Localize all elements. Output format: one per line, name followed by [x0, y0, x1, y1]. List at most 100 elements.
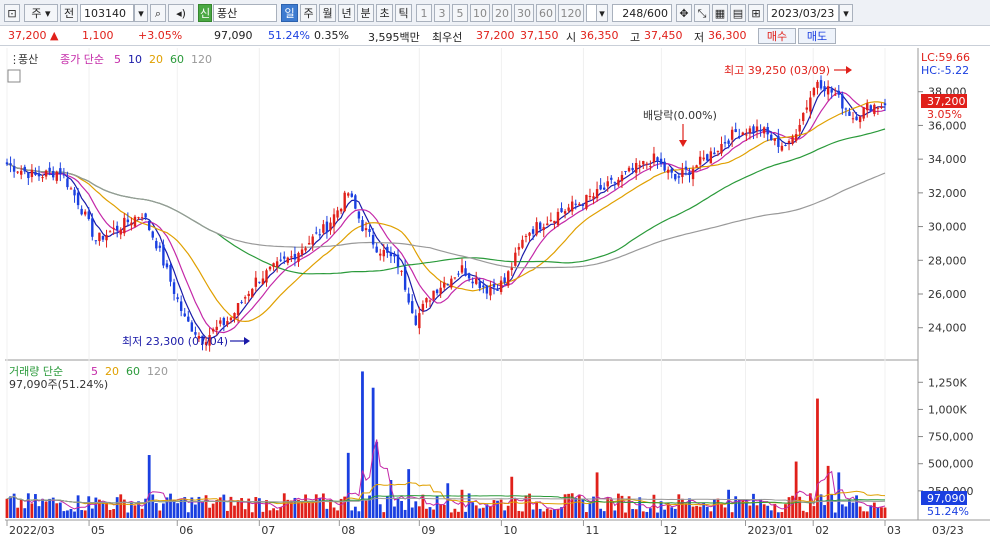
window-icon[interactable]: ⊡: [4, 4, 20, 22]
candle: [841, 91, 844, 115]
period-day[interactable]: 일: [281, 4, 298, 22]
volume-bar: [62, 511, 66, 518]
volume-bar: [727, 489, 730, 518]
volume-bar: [137, 501, 140, 518]
candle: [727, 138, 730, 149]
prefix-button[interactable]: 전: [60, 4, 78, 22]
interval-3[interactable]: 3: [434, 4, 450, 22]
volume-bar: [183, 497, 187, 518]
chart-type-select[interactable]: 주 ▾: [24, 4, 58, 22]
volume-bar: [858, 506, 862, 518]
candle: [542, 223, 545, 238]
volume-bar: [851, 502, 855, 518]
last-vol-pct-tag: 51.24%: [927, 505, 969, 518]
volume-bar: [837, 472, 841, 518]
chart-menu-icon[interactable]: ⋮: [9, 53, 20, 66]
candle: [48, 162, 51, 176]
candle: [311, 234, 314, 251]
grid-toggle-icon[interactable]: [7, 69, 21, 83]
volume-bar: [286, 499, 290, 518]
high-label: 고: [630, 31, 641, 44]
data-count-field[interactable]: 248/600: [612, 4, 672, 22]
candle: [411, 294, 414, 314]
volume-bar: [613, 510, 617, 518]
volume-bar: [609, 499, 613, 518]
volume-bar: [869, 505, 873, 518]
candle: [570, 195, 574, 216]
calendar-icon[interactable]: ▦: [712, 4, 728, 22]
period-month[interactable]: 월: [319, 4, 336, 22]
date-input[interactable]: 2023/03/23: [767, 4, 839, 22]
volume-bar: [677, 494, 681, 518]
date-axis-label: 05: [91, 524, 105, 537]
volume-bar: [766, 505, 770, 518]
interval-5[interactable]: 5: [452, 4, 468, 22]
candle: [30, 164, 34, 183]
volume-bar: [5, 498, 9, 518]
date-dropdown[interactable]: ▾: [839, 4, 853, 22]
stock-name-field[interactable]: 풍산: [213, 4, 277, 22]
draw-tool-icon[interactable]: ⤡: [694, 4, 710, 22]
candle: [261, 270, 265, 285]
interval-60[interactable]: 60: [536, 4, 556, 22]
volume-bar: [773, 503, 777, 518]
period-year[interactable]: 년: [338, 4, 355, 22]
volume-bar: [659, 501, 663, 518]
volume-bar: [880, 507, 883, 518]
sell-button[interactable]: 매도: [798, 28, 836, 44]
period-tick[interactable]: 틱: [395, 4, 412, 22]
volume-bar: [542, 511, 546, 518]
candle: [674, 173, 677, 182]
period-second[interactable]: 초: [376, 4, 393, 22]
candle: [741, 131, 745, 136]
volume-bar: [645, 511, 649, 518]
volume-bar: [297, 499, 300, 518]
volume-bar: [567, 493, 571, 518]
volume-bar: [140, 508, 144, 518]
candle: [858, 115, 862, 129]
volume-bar: [343, 496, 347, 518]
volume-bar: [734, 496, 738, 518]
chevron-down-icon[interactable]: ▾: [134, 4, 148, 22]
settings-icon[interactable]: ✥: [676, 4, 692, 22]
candle: [354, 193, 357, 210]
period-week[interactable]: 주: [300, 4, 317, 22]
price-axis-tick: 32,000: [928, 187, 967, 200]
window-icon-2[interactable]: ⊞: [748, 4, 764, 22]
vol-legend-ma20: 20: [105, 365, 119, 378]
interval-10[interactable]: 10: [470, 4, 490, 22]
interval-120[interactable]: 120: [558, 4, 584, 22]
candle: [126, 212, 130, 227]
volume-bar: [670, 507, 674, 518]
date-axis-label: 12: [663, 524, 677, 537]
speaker-icon[interactable]: ◂): [168, 4, 194, 22]
candle: [386, 244, 389, 258]
volume-bar: [382, 512, 386, 518]
price-axis-tick: 26,000: [928, 288, 967, 301]
volume-bar: [26, 493, 30, 518]
volume-bar: [819, 494, 823, 518]
volume-bar: [90, 508, 94, 518]
buy-button[interactable]: 매수: [758, 28, 796, 44]
candle: [482, 279, 485, 294]
candle: [759, 124, 762, 137]
date-axis-label: 10: [503, 524, 517, 537]
grid-icon[interactable]: ▤: [730, 4, 746, 22]
candle: [581, 203, 585, 211]
candle: [73, 187, 76, 203]
candle: [62, 167, 66, 179]
interval-20[interactable]: 20: [492, 4, 512, 22]
period-minute[interactable]: 분: [357, 4, 374, 22]
vol-ma5-line: [6, 439, 886, 511]
volume-bar: [48, 498, 52, 518]
interval-dropdown[interactable]: ▾: [596, 4, 608, 22]
volume-bar: [599, 508, 603, 518]
candle: [730, 126, 734, 147]
interval-30[interactable]: 30: [514, 4, 534, 22]
price-axis-tick: 28,000: [928, 254, 967, 267]
volume-bar: [801, 510, 805, 518]
stock-code-input[interactable]: 103140: [80, 4, 134, 22]
search-icon[interactable]: ⌕: [150, 4, 166, 22]
candle: [510, 262, 513, 276]
interval-1[interactable]: 1: [416, 4, 432, 22]
